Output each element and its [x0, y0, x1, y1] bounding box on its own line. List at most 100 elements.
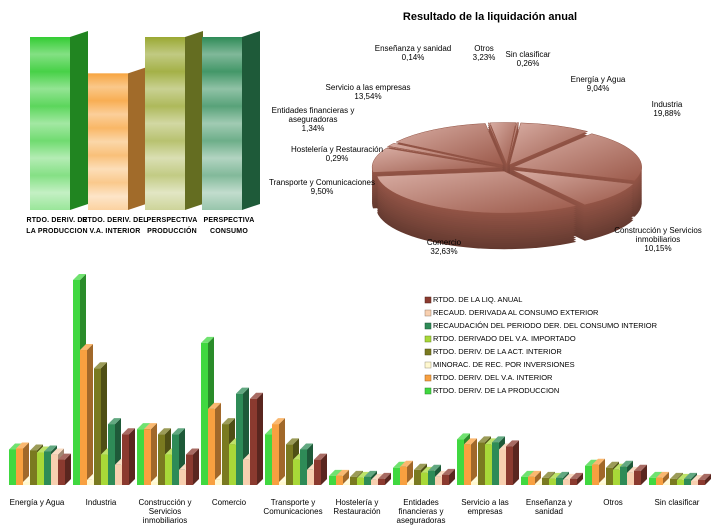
- bar: [151, 481, 158, 485]
- bar-side: [257, 392, 263, 485]
- column: [88, 73, 128, 210]
- bar: [499, 449, 506, 485]
- bar-top: [16, 442, 29, 449]
- slice: [376, 170, 578, 214]
- bar-top: [677, 473, 690, 480]
- bar: [528, 476, 535, 485]
- legend-swatch: [424, 387, 432, 395]
- bar-side: [577, 472, 583, 485]
- bar-top: [521, 470, 534, 477]
- bar: [307, 469, 314, 485]
- bar: [435, 476, 442, 485]
- bar-top: [300, 443, 313, 450]
- legend-text: RTDO. DERIVADO DEL V.A. IMPORTADO: [433, 334, 576, 343]
- x-tick-label: Construcción y Servicios inmobiliarios: [133, 498, 197, 526]
- bar: [457, 439, 464, 485]
- bar-top: [336, 469, 349, 476]
- bar: [656, 477, 663, 485]
- bar-top: [670, 472, 683, 479]
- bar-side: [663, 471, 669, 485]
- column-label-text: PERSPECTIVA PRODUCCIÓN: [146, 217, 198, 236]
- bar-side: [471, 438, 477, 485]
- slice: [507, 122, 520, 165]
- bar: [58, 459, 65, 485]
- bar: [336, 475, 343, 485]
- column: [30, 37, 70, 210]
- slice-value: 0,29%: [325, 154, 349, 164]
- slice-value: 0,26%: [516, 59, 540, 69]
- x-tick-label: Industria: [69, 498, 133, 507]
- slice-name: Servicio a las empresas: [325, 83, 411, 92]
- legend-text: RECAUD. DERIVADA AL CONSUMO EXTERIOR: [433, 308, 599, 317]
- x-tick-label: Transporte y Comunicaciones: [261, 498, 325, 516]
- bar-top: [186, 448, 199, 455]
- legend-text: RTDO. DERIV. DE LA ACT. INTERIOR: [433, 347, 562, 356]
- slice-value: 19,88%: [653, 109, 681, 119]
- bar-side: [641, 464, 647, 485]
- bar: [378, 478, 385, 485]
- bar: [94, 368, 101, 485]
- bar-side: [129, 428, 135, 485]
- bar-top: [556, 471, 569, 478]
- bar-top: [172, 428, 185, 435]
- slice-value: 1,34%: [301, 124, 325, 134]
- bar: [343, 483, 350, 485]
- bar: [87, 479, 94, 485]
- bar: [414, 469, 421, 485]
- bar: [592, 464, 599, 485]
- x-tick-text: Hostelería y Restauración: [333, 498, 381, 517]
- slice-label: Industria 19,88%: [612, 100, 715, 118]
- bar: [421, 472, 428, 485]
- x-tick-label: Comercio: [197, 498, 261, 507]
- bar: [250, 398, 257, 485]
- bar-top: [492, 436, 505, 443]
- slice-value: 9,04%: [586, 84, 610, 94]
- bar-top: [250, 392, 263, 399]
- bar-top: [329, 469, 342, 476]
- bar: [272, 424, 279, 485]
- column-side: [128, 67, 146, 210]
- bar: [599, 482, 606, 485]
- bar: [314, 459, 321, 485]
- slice-label: Energía y Agua 9,04%: [543, 75, 653, 93]
- bar: [236, 393, 243, 485]
- bar-side: [385, 472, 391, 485]
- slice-label: Transporte y Comunicaciones 9,50%: [267, 178, 377, 196]
- slice-side: [507, 124, 519, 167]
- legend-entry: RTDO. DERIVADO DEL V.A. IMPORTADO: [433, 334, 576, 343]
- legend-swatch: [424, 309, 432, 317]
- column-label: RTDO. DERIV. DE LA PRODUCCION: [22, 215, 92, 237]
- bar: [222, 424, 229, 485]
- legend-text: MINORAC. DE REC. POR INVERSIONES: [433, 360, 575, 369]
- bar-top: [371, 473, 384, 480]
- bar-top: [457, 433, 470, 440]
- x-tick-label: Entidades financieras y aseguradoras: [389, 498, 453, 526]
- x-tick-label: Servicio a las empresas: [453, 498, 517, 516]
- bar: [649, 477, 656, 485]
- bar: [698, 479, 705, 485]
- x-tick-text: Entidades financieras y aseguradoras: [396, 498, 446, 526]
- bar-side: [65, 453, 71, 485]
- bar-top: [364, 470, 377, 477]
- bar: [208, 408, 215, 485]
- pie-title: Resultado de la liquidación anual: [403, 11, 577, 23]
- bar: [137, 429, 144, 485]
- bar: [400, 466, 407, 485]
- bar-top: [286, 438, 299, 445]
- slice: [489, 122, 517, 166]
- bar-top: [585, 459, 598, 466]
- bar: [606, 467, 613, 485]
- bar-top: [528, 470, 541, 477]
- bar-top: [442, 468, 455, 475]
- legend-entry: RTDO. DE LA LIQ. ANUAL: [433, 295, 522, 304]
- bar: [393, 467, 400, 485]
- bar-top: [144, 423, 157, 430]
- bar-side: [321, 453, 327, 485]
- bar: [691, 480, 698, 485]
- column-label: PERSPECTIVA PRODUCCIÓN: [137, 215, 207, 237]
- x-tick-text: Energía y Agua: [9, 498, 65, 507]
- bar-top: [158, 428, 171, 435]
- legend-entry: RTDO. DERIV. DE LA PRODUCCION: [433, 386, 559, 395]
- slice-value: 3,23%: [472, 53, 496, 63]
- bar-top: [122, 428, 135, 435]
